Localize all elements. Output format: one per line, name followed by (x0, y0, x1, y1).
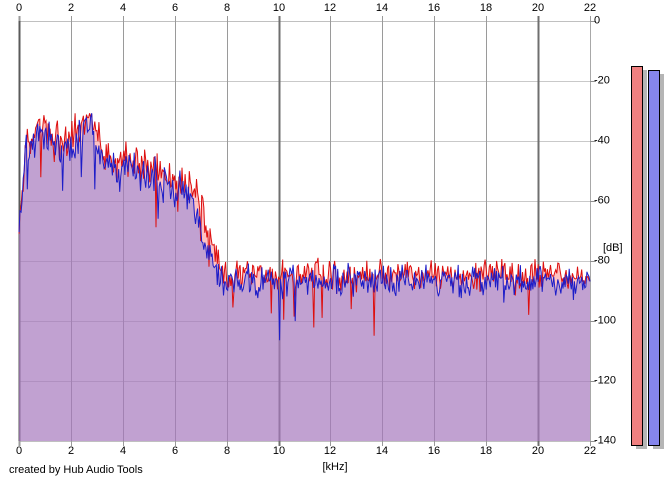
x-tick-label-top-22: 22 (583, 2, 597, 14)
x-tick-label-top-10: 10 (272, 2, 286, 14)
x-tick-label-top-18: 18 (479, 2, 493, 14)
channel-2-peak-meter (648, 70, 660, 446)
x-tick-label-bottom-22: 22 (583, 445, 597, 457)
x-tick-label-bottom-12: 12 (323, 445, 337, 457)
channel-2-spectrum-trace (18, 113, 591, 341)
x-tick-label-top-8: 8 (223, 2, 231, 14)
x-tick-label-top-0: 0 (15, 2, 23, 14)
x-tick-label-top-2: 2 (67, 2, 75, 14)
khz-unit-label: [kHz] (322, 461, 348, 473)
channel-1-peak-meter (631, 66, 643, 446)
x-tick-label-top-12: 12 (323, 2, 337, 14)
y-tick-label--100: -100 (594, 314, 617, 327)
x-tick-label-bottom-18: 18 (479, 445, 493, 457)
y-tick-label--120: -120 (594, 374, 617, 387)
x-tick-label-bottom-14: 14 (375, 445, 389, 457)
y-tick-label--40: -40 (594, 134, 610, 147)
x-tick-label-bottom-4: 4 (119, 445, 127, 457)
y-tick-label--80: -80 (594, 254, 610, 267)
y-tick-label--140: -140 (594, 434, 617, 447)
x-tick-label-bottom-8: 8 (223, 445, 231, 457)
x-tick-label-bottom-10: 10 (272, 445, 286, 457)
x-tick-label-bottom-16: 16 (427, 445, 441, 457)
x-tick-label-bottom-6: 6 (171, 445, 179, 457)
x-tick-label-bottom-2: 2 (67, 445, 75, 457)
db-unit-label: [dB] (603, 242, 623, 254)
y-tick-label--60: -60 (594, 194, 610, 207)
x-tick-label-top-4: 4 (119, 2, 127, 14)
x-tick-label-top-20: 20 (531, 2, 545, 14)
channel-2-spectrum-fill (19, 113, 590, 442)
y-tick-label--20: -20 (594, 74, 610, 87)
x-tick-label-bottom-0: 0 (15, 445, 23, 457)
x-tick-label-bottom-20: 20 (531, 445, 545, 457)
x-tick-label-top-16: 16 (427, 2, 441, 14)
x-tick-label-top-6: 6 (171, 2, 179, 14)
y-tick-label-0: 0 (594, 14, 601, 27)
x-tick-label-top-14: 14 (375, 2, 389, 14)
watermark-text: created by Hub Audio Tools (9, 464, 143, 476)
